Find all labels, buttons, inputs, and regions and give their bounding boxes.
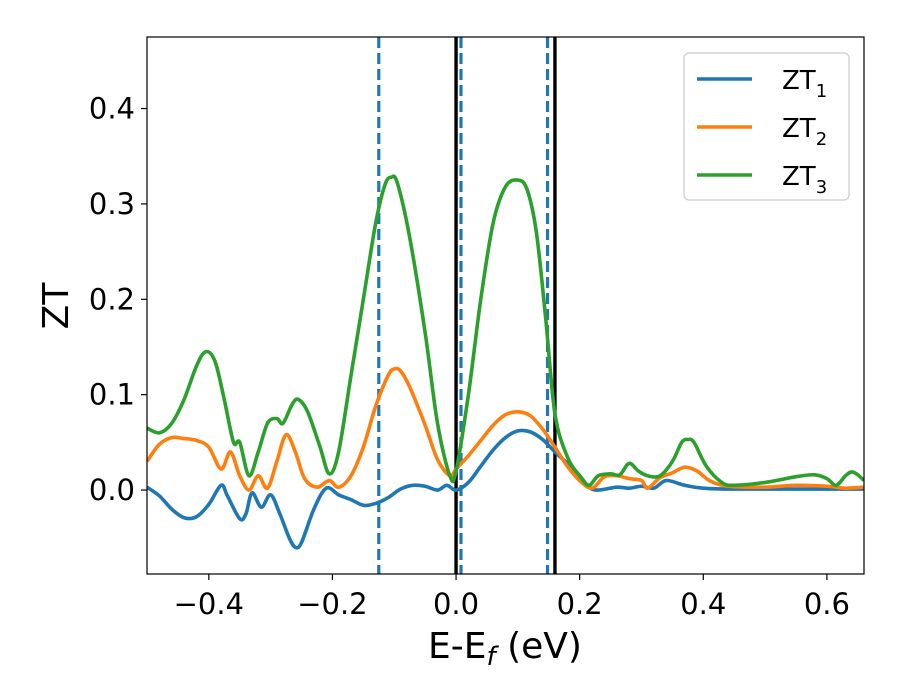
x-tick-label: 0.6 (804, 587, 850, 621)
x-axis-label: E-Ef (eV) (428, 626, 582, 672)
y-tick-label: 0.4 (89, 92, 135, 126)
legend: ZT1 ZT2 ZT3 (683, 52, 850, 201)
legend-label-zt2: ZT2 (782, 114, 827, 150)
legend-label-zt1: ZT1 (782, 66, 827, 102)
y-tick-label: 0.2 (89, 282, 135, 316)
y-tick-label: 0.1 (89, 378, 135, 412)
x-axis-ticks: −0.4 −0.2 0.0 0.2 0.4 0.6 (174, 574, 850, 621)
y-axis-label: ZT (36, 282, 77, 330)
axes-frame (146, 36, 865, 575)
x-tick-label: −0.4 (174, 587, 244, 621)
series-line-zt2 (147, 366, 864, 492)
series-line-zt3 (147, 174, 864, 488)
plot-content (147, 37, 864, 574)
y-axis-ticks: 0.0 0.1 0.2 0.3 0.4 (89, 92, 147, 507)
legend-box (683, 52, 850, 201)
legend-label-zt3: ZT3 (782, 162, 827, 198)
x-tick-label: −0.2 (297, 587, 367, 621)
series-line-zt1 (147, 428, 864, 550)
x-tick-label: 0.2 (557, 587, 603, 621)
y-tick-label: 0.3 (89, 187, 135, 221)
y-tick-label: 0.0 (89, 473, 135, 507)
x-tick-label: 0.0 (433, 587, 479, 621)
x-tick-label: 0.4 (680, 587, 726, 621)
